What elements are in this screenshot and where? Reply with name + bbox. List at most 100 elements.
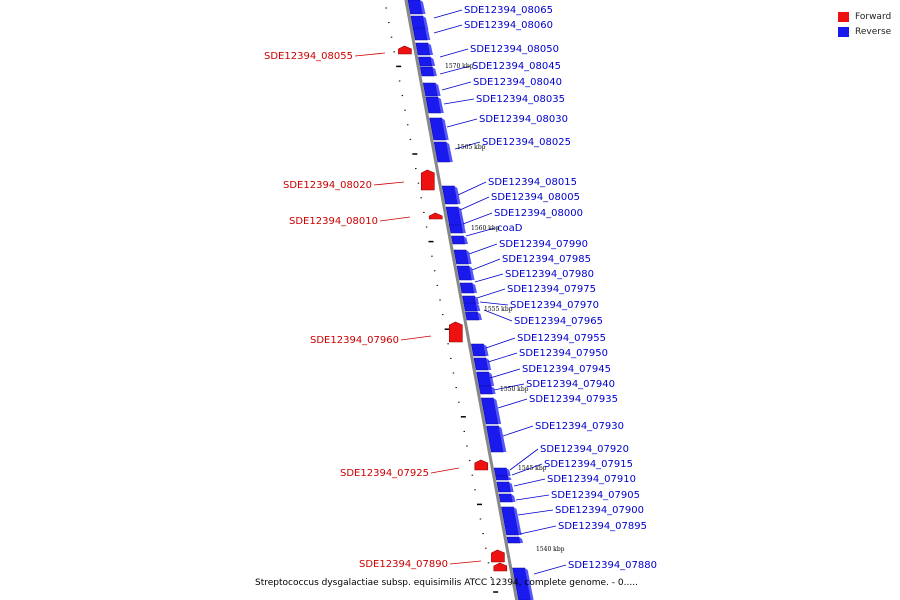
reverse-gene-shade <box>472 283 477 293</box>
reverse-gene-leader <box>441 81 472 91</box>
reverse-gene-leader <box>468 243 498 255</box>
reverse-gene-label: SDE12394_07910 <box>547 474 636 485</box>
reverse-gene-label: SDE12394_07970 <box>510 300 599 311</box>
reverse-swatch <box>838 26 849 37</box>
reverse-gene-label: SDE12394_08035 <box>476 94 565 105</box>
reverse-gene-label: SDE12394_07985 <box>502 254 591 265</box>
reverse-gene-block <box>498 493 513 503</box>
scale-label: 1560 kbp <box>471 225 500 232</box>
forward-gene-leader <box>354 52 386 57</box>
forward-gene-label: SDE12394_08010 <box>289 216 378 227</box>
reverse-gene-shade <box>477 312 482 320</box>
reverse-gene-leader <box>443 98 475 105</box>
scale-label: 1540 kbp <box>536 546 565 553</box>
forward-gene-label: SDE12394_08055 <box>264 51 353 62</box>
reverse-gene-label: SDE12394_07905 <box>551 490 640 501</box>
reverse-gene-block <box>465 311 480 321</box>
reverse-gene-label: SDE12394_08045 <box>472 61 561 72</box>
reverse-gene-shade <box>430 57 436 66</box>
reverse-gene-shade <box>419 0 426 14</box>
reverse-gene-leader <box>433 9 463 19</box>
reverse-gene-shade <box>441 118 449 140</box>
legend-reverse-label: Reverse <box>855 26 892 37</box>
reverse-gene-label: SDE12394_07945 <box>522 364 611 375</box>
reverse-gene-label: SDE12394_07950 <box>519 348 608 359</box>
reverse-gene-leader <box>513 478 546 487</box>
reverse-gene-label: SDE12394_08025 <box>482 137 571 148</box>
reverse-gene-shade <box>466 250 472 264</box>
reverse-gene-label: SDE12394_07965 <box>514 316 603 327</box>
reverse-gene-block <box>459 282 475 294</box>
reverse-gene-shade <box>485 358 492 370</box>
legend: Forward Reverse <box>838 9 891 39</box>
legend-forward-label: Forward <box>855 11 892 22</box>
reverse-gene-leader <box>517 509 554 516</box>
reverse-gene-label: SDE12394_07980 <box>505 269 594 280</box>
reverse-gene-shade <box>513 507 522 535</box>
forward-gene-label: SDE12394_07960 <box>310 335 399 346</box>
reverse-gene-shade <box>454 186 461 204</box>
scale-label: 1570 kbp <box>445 63 474 70</box>
reverse-gene-block <box>418 56 433 67</box>
reverse-gene-label: coaD <box>497 223 523 234</box>
reverse-gene-block <box>422 82 438 97</box>
reverse-gene-leader <box>439 65 471 75</box>
reverse-gene-leader <box>483 309 513 322</box>
reverse-gene-block <box>415 42 431 56</box>
reverse-gene-leader <box>493 383 525 391</box>
reverse-gene-label: SDE12394_07990 <box>499 239 588 250</box>
reverse-gene-block <box>512 567 531 600</box>
genome-caption: Streptococcus dysgalactiae subsp. equisi… <box>255 578 638 588</box>
reverse-gene-label: SDE12394_07975 <box>507 284 596 295</box>
reverse-gene-block <box>463 302 478 312</box>
reverse-gene-leader <box>502 425 534 437</box>
reverse-gene-leader <box>479 301 509 306</box>
reverse-gene-shade <box>483 344 489 356</box>
scale-label: 1555 kbp <box>484 306 513 313</box>
reverse-gene-shade <box>524 568 534 600</box>
reverse-gene-block <box>478 385 493 395</box>
forward-gene-leader <box>379 216 411 222</box>
forward-gene-block <box>449 321 463 343</box>
forward-gene-leader <box>449 560 482 565</box>
reverse-gene-block <box>449 224 464 234</box>
reverse-gene-shade <box>498 426 507 452</box>
reverse-gene-leader <box>457 181 487 196</box>
reverse-gene-leader <box>533 564 567 575</box>
legend-forward: Forward <box>838 9 891 24</box>
forward-gene-block <box>398 45 412 55</box>
reverse-gene-leader <box>485 337 516 349</box>
reverse-gene-leader <box>439 48 469 58</box>
reverse-gene-shade <box>511 494 516 502</box>
reverse-gene-shade <box>432 67 437 76</box>
forward-gene-block <box>420 169 435 191</box>
reverse-gene-shade <box>425 28 431 40</box>
reverse-gene-shade <box>474 296 480 304</box>
reverse-gene-shade <box>507 476 512 480</box>
reverse-gene-block <box>451 235 466 245</box>
reverse-gene-label: SDE12394_08030 <box>479 114 568 125</box>
forward-gene-leader <box>373 181 405 186</box>
reverse-gene-label: SDE12394_08005 <box>491 192 580 203</box>
reverse-gene-shade <box>493 398 502 424</box>
forward-gene-label: SDE12394_07925 <box>340 468 429 479</box>
reverse-gene-label: SDE12394_07895 <box>558 521 647 532</box>
reverse-gene-shade <box>491 386 496 394</box>
reverse-gene-block <box>496 481 512 493</box>
reverse-gene-leader <box>511 463 543 476</box>
reverse-gene-label: SDE12394_08065 <box>464 5 553 16</box>
reverse-gene-block <box>495 475 509 481</box>
forward-gene-block <box>493 562 508 572</box>
reverse-gene-label: SDE12394_08000 <box>494 208 583 219</box>
reverse-gene-shade <box>446 142 453 162</box>
reverse-gene-leader <box>515 494 550 501</box>
reverse-gene-shade <box>461 225 466 233</box>
reverse-gene-leader <box>519 525 557 535</box>
scale-label: 1550 kbp <box>500 386 529 393</box>
reverse-gene-block <box>493 467 509 477</box>
forward-gene-block <box>428 212 443 220</box>
reverse-gene-block <box>419 66 435 77</box>
reverse-gene-block <box>506 536 521 544</box>
reverse-gene-leader <box>459 196 490 211</box>
